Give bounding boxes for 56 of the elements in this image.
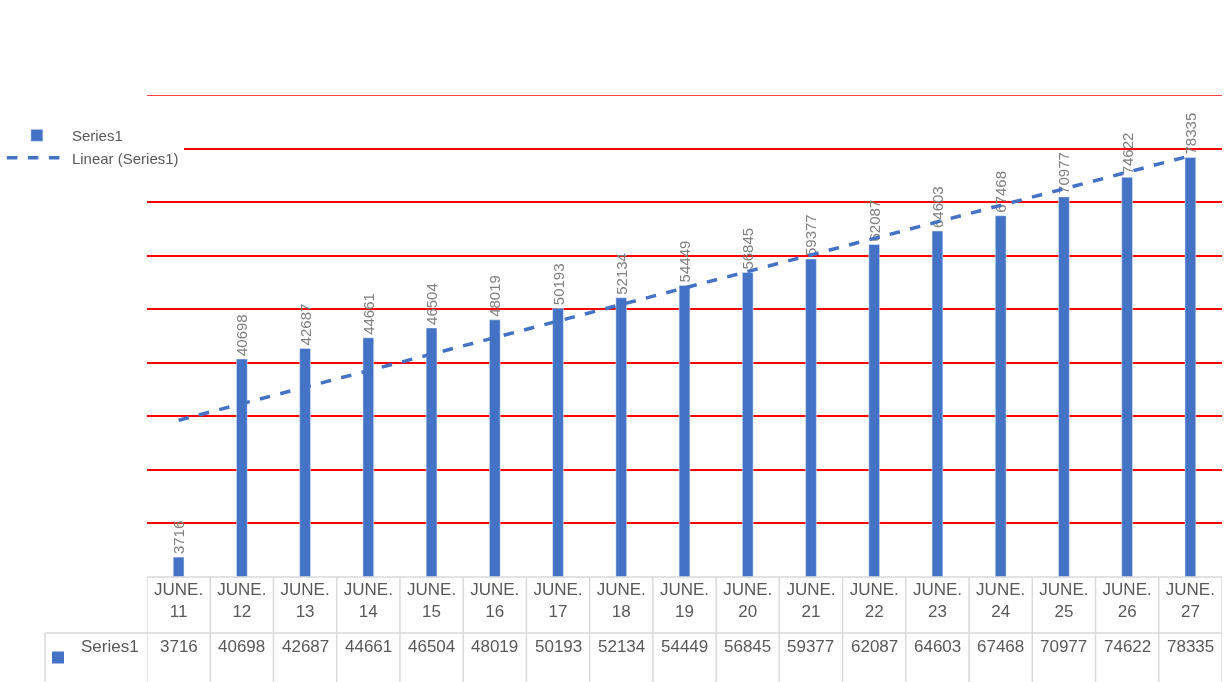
data-label: 48019 <box>471 637 519 656</box>
text: 67468 <box>992 170 1010 213</box>
x-tick-label: JUNE. 27 <box>1165 580 1215 622</box>
data-label: 70977 <box>1040 637 1088 656</box>
x-tick-label: JUNE. 12 <box>217 580 267 622</box>
text: 44661 <box>359 293 377 335</box>
data-label: 52134 <box>598 637 646 656</box>
text: Series1 <box>81 637 139 656</box>
text: 50193 <box>549 263 567 306</box>
text: 42687 <box>296 303 314 346</box>
x-tick-label: JUNE. 18 <box>596 580 646 622</box>
x-tick-label: JUNE. 25 <box>1039 580 1089 622</box>
x-tick-label: JUNE. 13 <box>280 580 330 622</box>
x-tick-label: JUNE. 24 <box>976 580 1026 622</box>
x-tick-label: JUNE. 17 <box>533 580 583 622</box>
x-tick-label: JUNE. 23 <box>912 580 962 622</box>
text: 70977 <box>1055 152 1073 194</box>
data-label: 64603 <box>914 637 962 656</box>
text: 46504 <box>423 283 441 325</box>
legend-label: Linear (Series1) <box>71 149 179 167</box>
bar <box>931 230 944 577</box>
x-tick-label: JUNE. 21 <box>786 580 836 622</box>
text: 52134 <box>612 253 630 295</box>
data-label: 3716 <box>160 637 198 656</box>
data-label: 50193 <box>535 637 583 656</box>
text: 3716 <box>170 520 188 555</box>
data-label: 40698 <box>218 637 266 656</box>
data-label: 56845 <box>724 637 772 656</box>
data-label: 74622 <box>1104 637 1152 656</box>
data-label: 46504 <box>408 637 456 656</box>
x-tick-label: JUNE. 16 <box>470 580 520 622</box>
text: 56845 <box>739 227 757 270</box>
bar <box>995 215 1007 577</box>
data-label: 67468 <box>977 637 1025 656</box>
data-label: 78335 <box>1167 637 1215 656</box>
bar <box>1058 196 1070 577</box>
legend-label: Series1 <box>71 127 123 145</box>
bar <box>868 244 880 577</box>
data-label: 44661 <box>345 637 393 656</box>
x-tick-label: JUNE. 19 <box>659 580 710 622</box>
text: 54449 <box>676 240 694 283</box>
text: 40698 <box>233 314 251 357</box>
x-tick-label: JUNE. 22 <box>849 580 899 622</box>
x-tick-label: JUNE. 14 <box>343 580 393 622</box>
x-tick-label: JUNE. 26 <box>1102 580 1152 622</box>
data-label: 42687 <box>282 637 330 656</box>
data-label: 54449 <box>661 637 709 656</box>
x-tick-label: JUNE. 11 <box>154 580 204 622</box>
x-tick-label: JUNE. 20 <box>723 580 773 622</box>
bar <box>172 556 185 577</box>
text: 74622 <box>1118 132 1136 175</box>
data-label: 59377 <box>787 637 835 656</box>
text: 48019 <box>486 275 504 317</box>
data-label: 62087 <box>851 637 899 656</box>
text: 78335 <box>1181 112 1199 155</box>
x-tick-label: JUNE. 15 <box>407 580 457 622</box>
